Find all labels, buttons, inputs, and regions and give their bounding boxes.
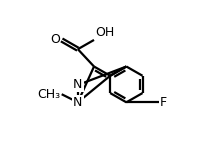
Text: OH: OH <box>95 26 114 39</box>
Text: N: N <box>73 96 83 109</box>
Text: O: O <box>51 33 61 46</box>
Text: CH₃: CH₃ <box>37 88 61 101</box>
Text: N: N <box>73 78 83 92</box>
Text: F: F <box>160 96 167 109</box>
